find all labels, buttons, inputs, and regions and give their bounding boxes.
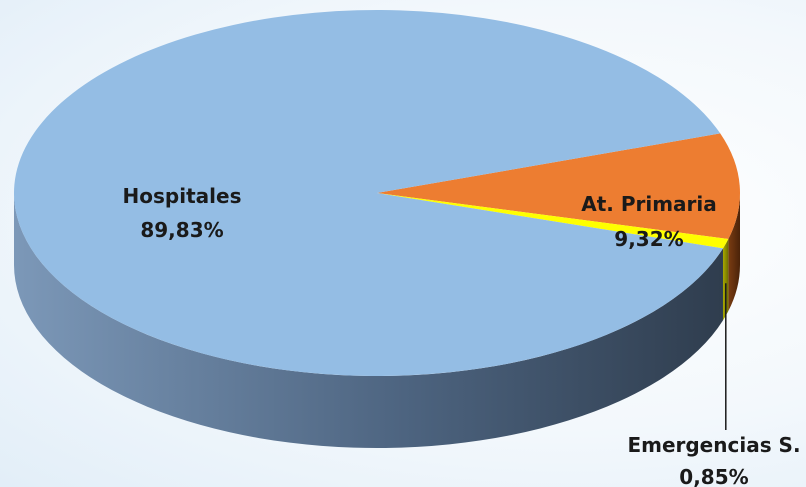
slice-at-primaria-side <box>728 193 740 311</box>
pie-top-faces <box>14 9 740 376</box>
label-hospitales-value: 89,83% <box>140 218 223 242</box>
slice-emergencias-side <box>722 238 729 321</box>
slice-emergencias-top <box>377 193 729 249</box>
label-at-primaria-name: At. Primaria <box>581 192 717 216</box>
label-emergencias-value: 0,85% <box>679 465 748 487</box>
pie-side-walls <box>14 193 740 448</box>
slice-at-primaria-top <box>377 133 740 239</box>
label-hospitales-name: Hospitales <box>123 184 242 208</box>
slice-hospitales-side <box>14 193 723 448</box>
slice-hospitales-top <box>14 9 723 376</box>
label-emergencias-name: Emergencias S. <box>627 433 800 457</box>
label-at-primaria-value: 9,32% <box>614 227 683 251</box>
